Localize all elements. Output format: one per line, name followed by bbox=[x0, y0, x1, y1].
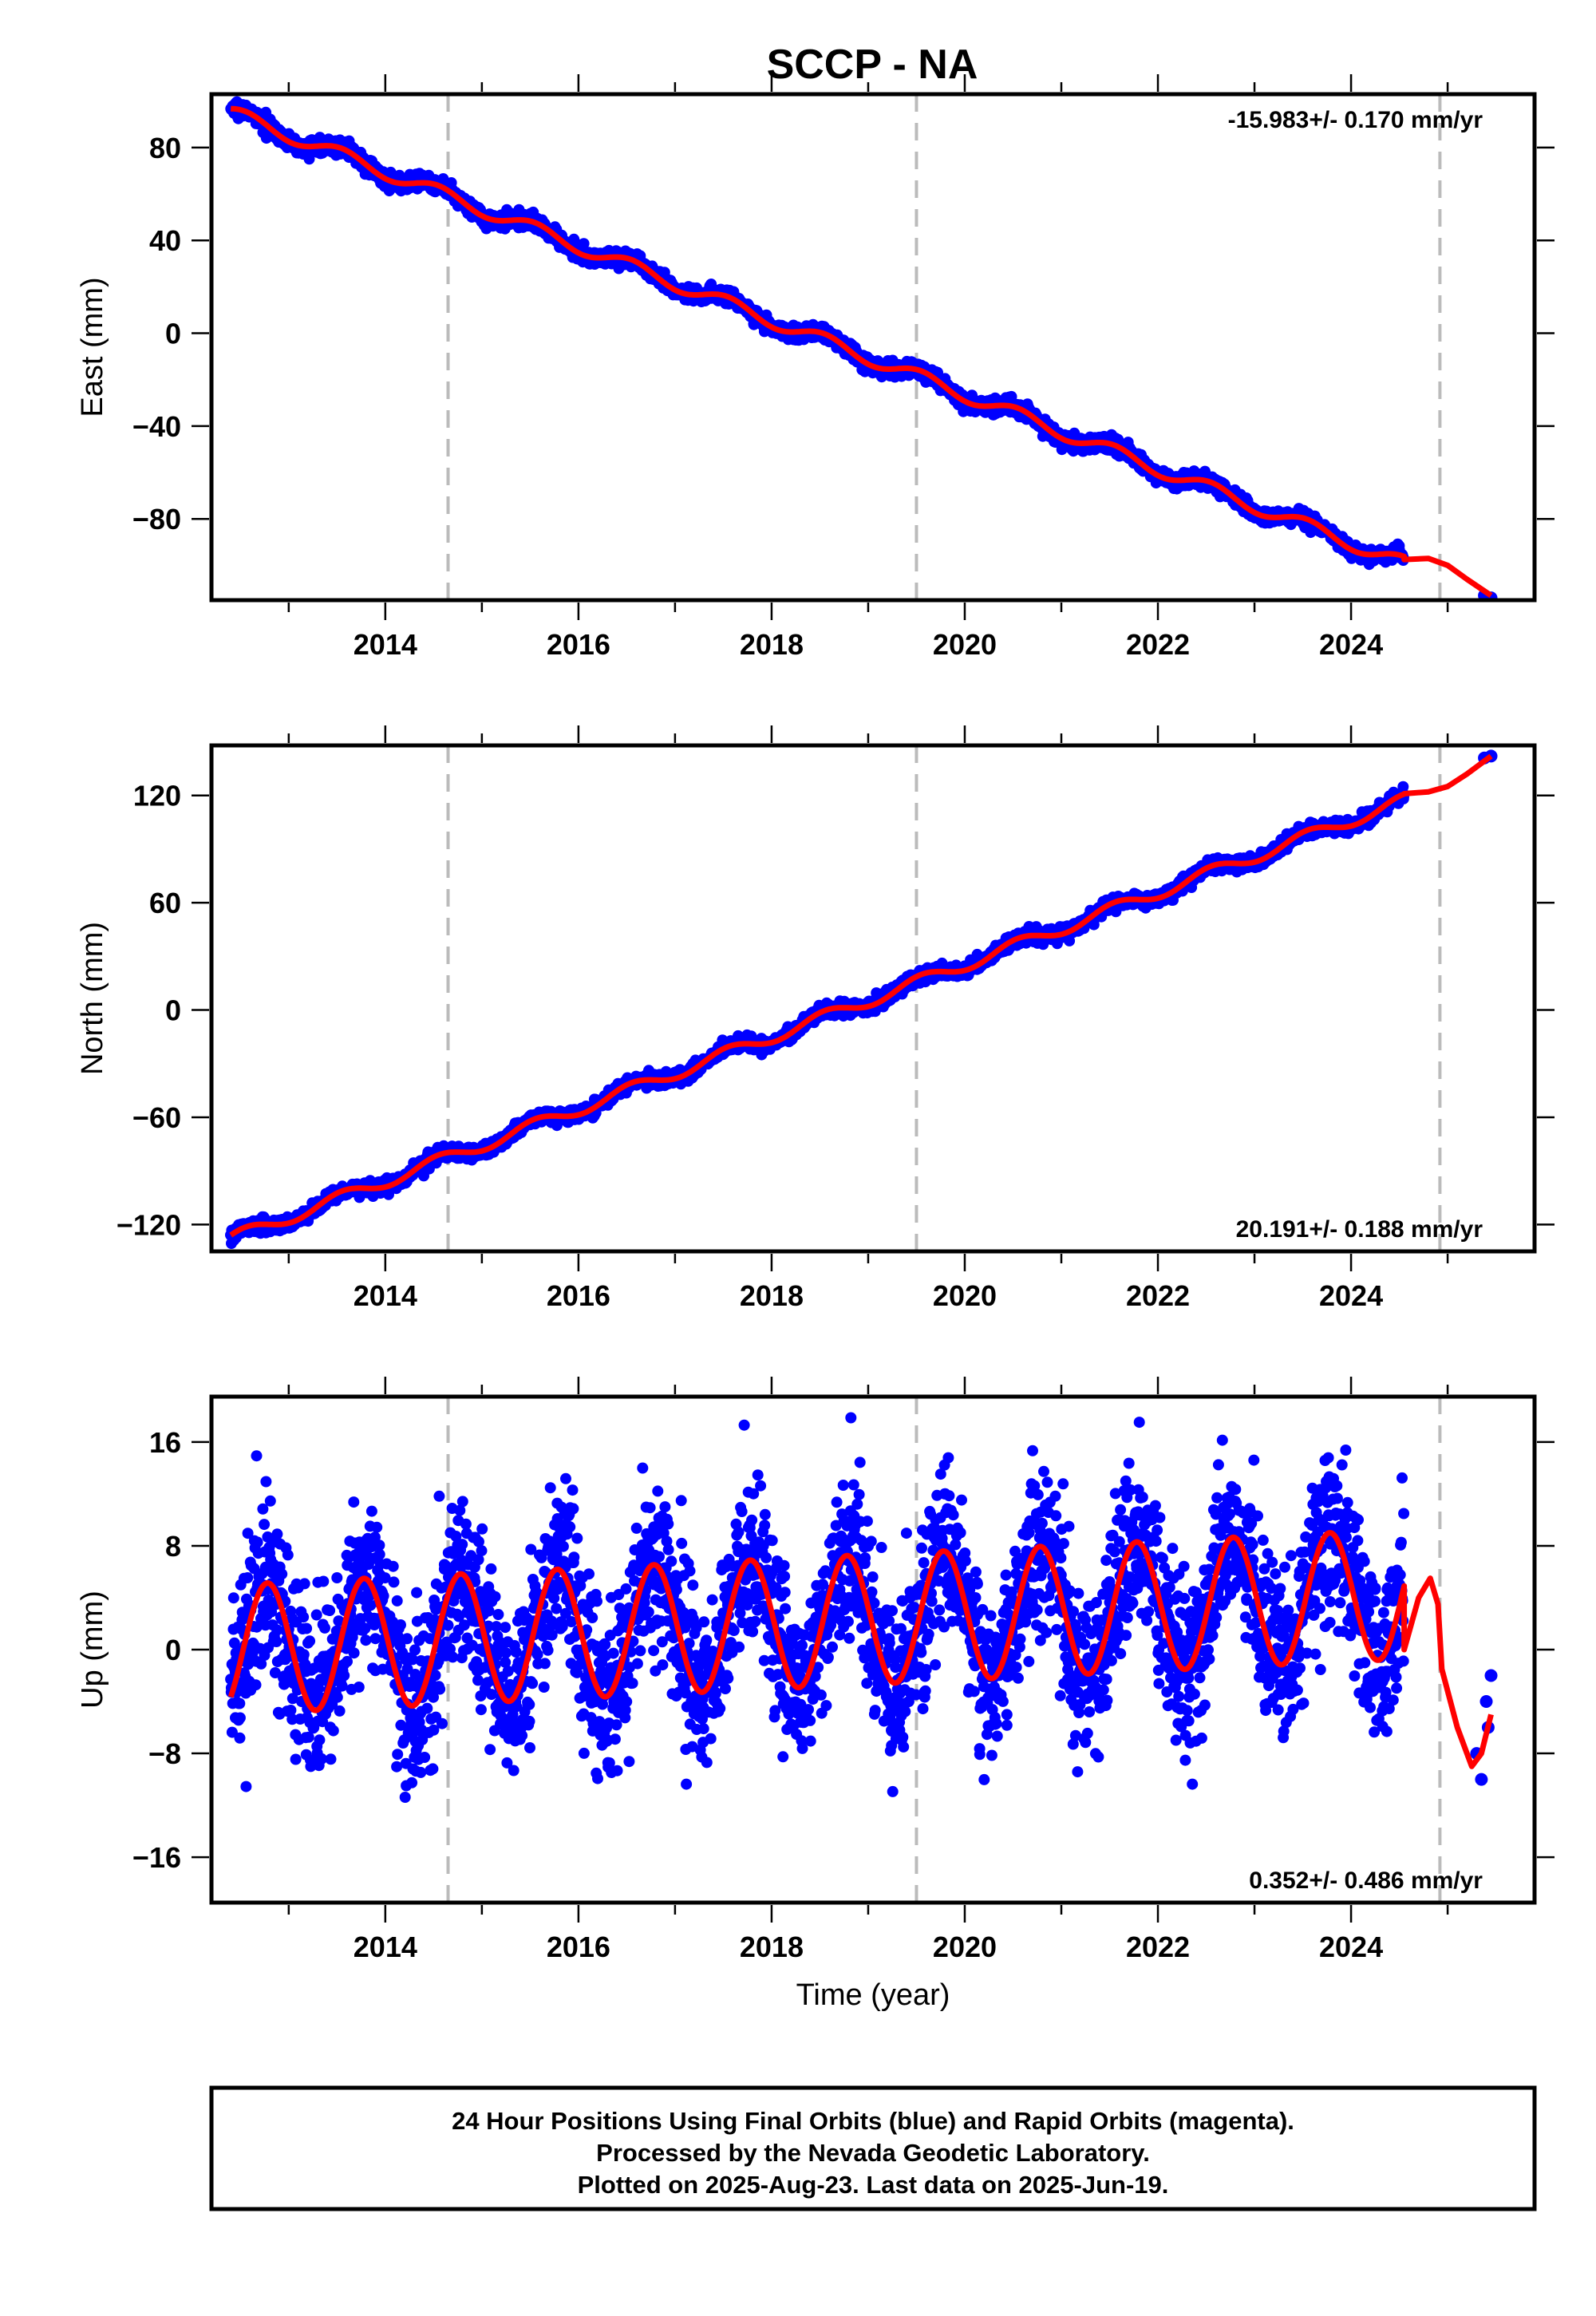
north-panel: 2014 2016 2018 2020 2022 2024120600−60−120Nor… bbox=[76, 725, 1555, 1312]
east-data-point bbox=[578, 238, 590, 250]
east-y-tick-label: −80 bbox=[132, 503, 181, 536]
east-x-tick-label: 2020 bbox=[933, 628, 997, 661]
east-rate-label: -15.983+/- 0.170 mm/yr bbox=[1228, 107, 1483, 133]
east-x-tick-label: 2022 bbox=[1126, 628, 1190, 661]
east-panel: 2014 2016 2018 2020 2022 2024 80 40 0 −40 −80 East … bbox=[76, 74, 1555, 661]
east-y-tick-label: −40 bbox=[132, 410, 181, 443]
east-x-tick-label: 2016 bbox=[547, 628, 610, 661]
east-y-tick-label: 40 bbox=[149, 224, 181, 257]
east-y-tick-label: 80 bbox=[149, 132, 181, 164]
east-y-axis-label: East (mm) bbox=[76, 277, 109, 417]
east-x-tick-label: 2024 bbox=[1319, 628, 1383, 661]
east-y-tick-label: 0 bbox=[165, 318, 181, 350]
east-x-tick-label: 2018 bbox=[740, 628, 804, 661]
east-points bbox=[225, 96, 1498, 600]
chart-title: SCCP - NA bbox=[767, 41, 978, 88]
east-x-tick-label: 2014 bbox=[354, 628, 417, 661]
north-points bbox=[225, 749, 1498, 1249]
